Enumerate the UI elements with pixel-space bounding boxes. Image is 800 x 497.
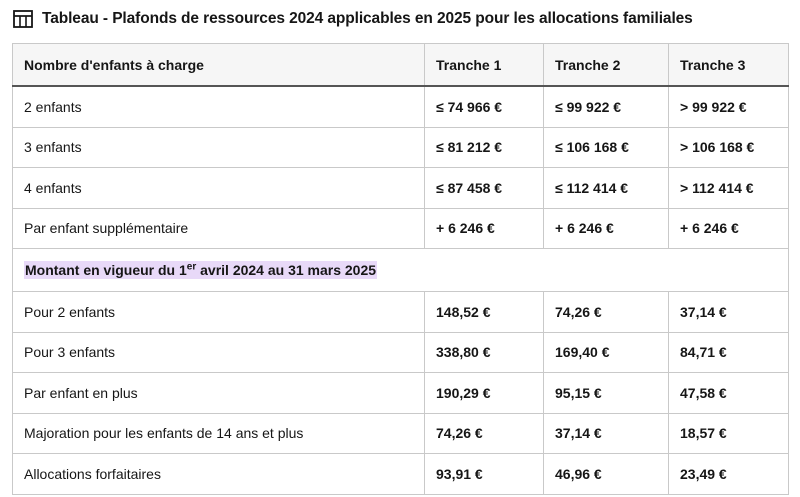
cell-value: + 6 246 € bbox=[543, 207, 669, 249]
highlighted-text: Montant en vigueur du 1er avril 2024 au … bbox=[24, 261, 378, 280]
section-prefix: Montant en vigueur du 1 bbox=[25, 262, 187, 279]
cell-value: 93,91 € bbox=[424, 453, 544, 495]
table-row: Pour 3 enfants 338,80 € 169,40 € 84,71 € bbox=[12, 331, 789, 373]
table-row: Allocations forfaitaires 93,91 € 46,96 €… bbox=[12, 453, 789, 495]
cell-value: 169,40 € bbox=[543, 331, 669, 373]
cell-value: > 112 414 € bbox=[668, 167, 789, 209]
row-label: Par enfant en plus bbox=[12, 372, 425, 414]
cell-value: ≤ 81 212 € bbox=[424, 126, 544, 168]
cell-value: 37,14 € bbox=[543, 412, 669, 454]
table-row: Majoration pour les enfants de 14 ans et… bbox=[12, 412, 789, 454]
cell-value: ≤ 87 458 € bbox=[424, 167, 544, 209]
table-title: Tableau - Plafonds de ressources 2024 ap… bbox=[42, 10, 693, 27]
column-header-children: Nombre d'enfants à charge bbox=[12, 43, 425, 87]
cell-value: ≤ 74 966 € bbox=[424, 85, 544, 128]
cell-value: 338,80 € bbox=[424, 331, 544, 373]
row-label: 4 enfants bbox=[12, 167, 425, 209]
cell-value: 190,29 € bbox=[424, 372, 544, 414]
cell-value: 148,52 € bbox=[424, 291, 544, 333]
cell-value: 47,58 € bbox=[668, 372, 789, 414]
table-row: Par enfant en plus 190,29 € 95,15 € 47,5… bbox=[12, 372, 789, 414]
row-label: Pour 3 enfants bbox=[12, 331, 425, 373]
table-row: Pour 2 enfants 148,52 € 74,26 € 37,14 € bbox=[12, 291, 789, 333]
row-label: 3 enfants bbox=[12, 126, 425, 168]
cell-value: 37,14 € bbox=[668, 291, 789, 333]
cell-value: 74,26 € bbox=[543, 291, 669, 333]
table-row: 2 enfants ≤ 74 966 € ≤ 99 922 € > 99 922… bbox=[12, 85, 789, 128]
section-suffix: avril 2024 au 31 mars 2025 bbox=[196, 262, 377, 279]
table-row: Par enfant supplémentaire + 6 246 € + 6 … bbox=[12, 207, 789, 249]
table-caption: Tableau - Plafonds de ressources 2024 ap… bbox=[13, 8, 693, 30]
table-row: 3 enfants ≤ 81 212 € ≤ 106 168 € > 106 1… bbox=[12, 126, 789, 168]
cell-value: 23,49 € bbox=[668, 453, 789, 495]
cell-value: ≤ 106 168 € bbox=[543, 126, 669, 168]
cell-value: 95,15 € bbox=[543, 372, 669, 414]
cell-value: 74,26 € bbox=[424, 412, 544, 454]
row-label: 2 enfants bbox=[12, 85, 425, 128]
row-label: Pour 2 enfants bbox=[12, 291, 425, 333]
row-label: Majoration pour les enfants de 14 ans et… bbox=[12, 412, 425, 454]
allowance-table: Nombre d'enfants à charge Tranche 1 Tran… bbox=[12, 43, 789, 495]
row-label: Par enfant supplémentaire bbox=[12, 207, 425, 249]
table-row: 4 enfants ≤ 87 458 € ≤ 112 414 € > 112 4… bbox=[12, 167, 789, 209]
cell-value: > 106 168 € bbox=[668, 126, 789, 168]
table-icon bbox=[13, 10, 33, 28]
column-header-tranche-1: Tranche 1 bbox=[424, 43, 544, 87]
cell-value: > 99 922 € bbox=[668, 85, 789, 128]
cell-value: + 6 246 € bbox=[668, 207, 789, 249]
cell-value: + 6 246 € bbox=[424, 207, 544, 249]
row-label: Allocations forfaitaires bbox=[12, 453, 425, 495]
section-row: Montant en vigueur du 1er avril 2024 au … bbox=[12, 248, 789, 292]
column-header-tranche-2: Tranche 2 bbox=[543, 43, 669, 87]
cell-value: 18,57 € bbox=[668, 412, 789, 454]
cell-value: 84,71 € bbox=[668, 331, 789, 373]
header-row: Nombre d'enfants à charge Tranche 1 Tran… bbox=[12, 43, 789, 87]
cell-value: ≤ 99 922 € bbox=[543, 85, 669, 128]
cell-value: ≤ 112 414 € bbox=[543, 167, 669, 209]
section-heading: Montant en vigueur du 1er avril 2024 au … bbox=[12, 248, 789, 292]
superscript: er bbox=[186, 261, 197, 273]
column-header-tranche-3: Tranche 3 bbox=[668, 43, 789, 87]
cell-value: 46,96 € bbox=[543, 453, 669, 495]
